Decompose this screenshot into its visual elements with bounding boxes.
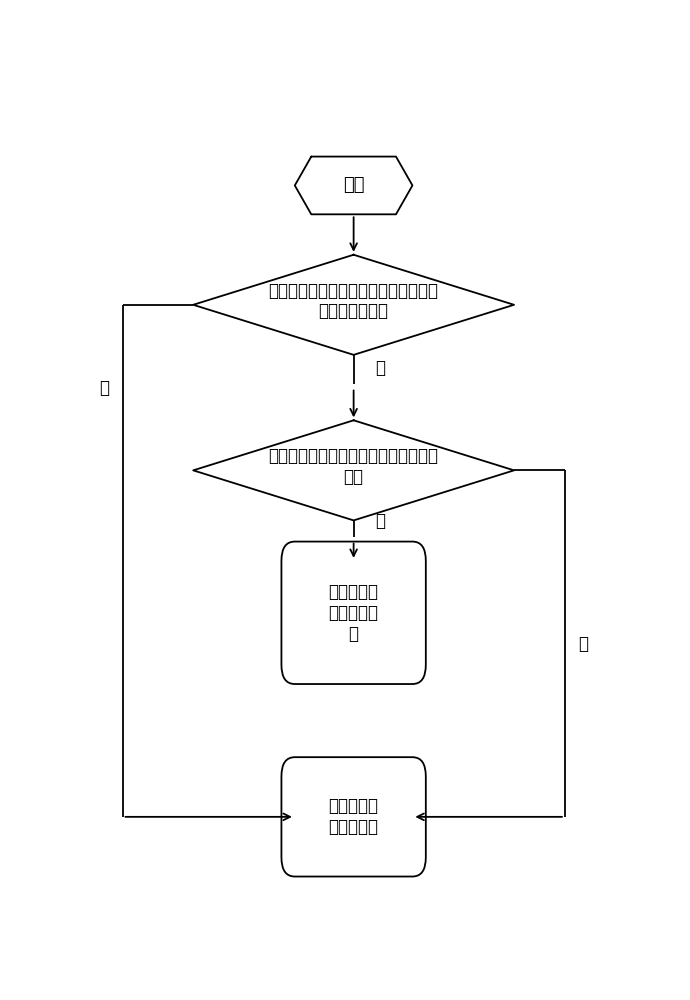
Text: 电缆状态通
过判定标准: 电缆状态通 过判定标准 <box>328 797 379 836</box>
Text: 是: 是 <box>375 359 385 377</box>
FancyBboxPatch shape <box>282 542 426 684</box>
Text: 电缆放电幅值是否超过运行年限对应阈
值？: 电缆放电幅值是否超过运行年限对应阈 值？ <box>268 447 439 486</box>
Text: 开始: 开始 <box>343 176 364 194</box>
Text: 否: 否 <box>99 379 109 397</box>
FancyBboxPatch shape <box>282 757 426 877</box>
Text: 电缆放电位置与中间接头位置偏差是否
在标准偏差内？: 电缆放电位置与中间接头位置偏差是否 在标准偏差内？ <box>268 282 439 320</box>
Text: 否: 否 <box>578 635 588 653</box>
Text: 电缆状态不
通过判定标
准: 电缆状态不 通过判定标 准 <box>328 583 379 643</box>
Text: 是: 是 <box>375 512 385 530</box>
